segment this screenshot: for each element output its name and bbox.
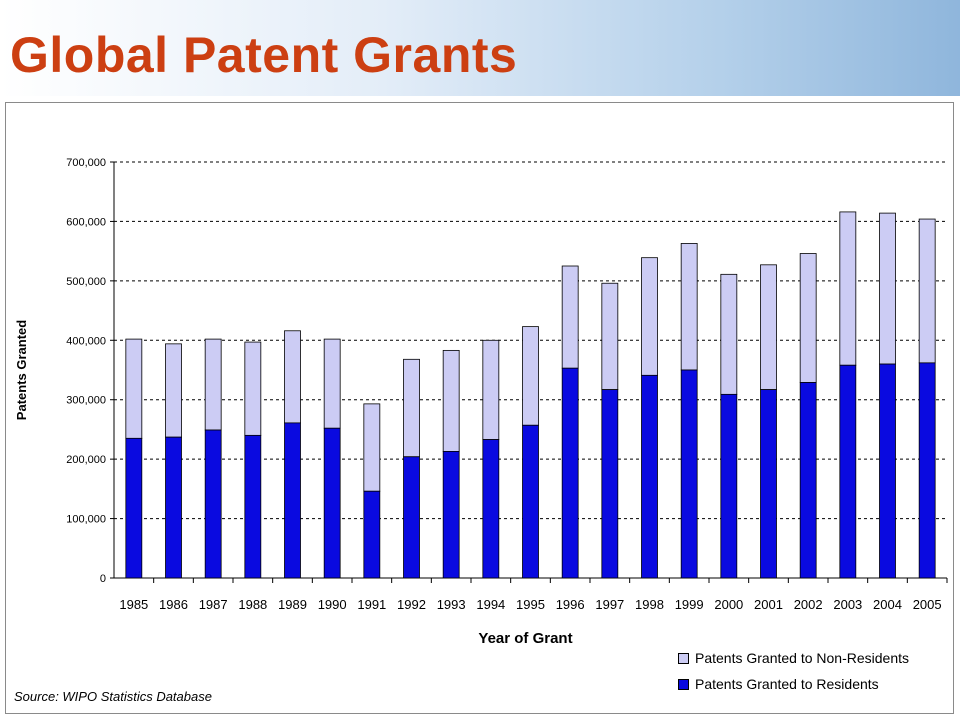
- x-axis-title: Year of Grant: [478, 630, 572, 647]
- x-tick-label: 1988: [238, 597, 267, 612]
- bar-residents: [720, 393, 738, 579]
- bar-residents: [522, 424, 539, 579]
- y-axis-title: Patents Granted: [14, 320, 29, 420]
- bar-residents: [323, 427, 341, 579]
- x-tick-label: 1985: [119, 597, 148, 612]
- x-tick-label: 1989: [278, 597, 307, 612]
- bar-residents: [403, 456, 420, 579]
- bar-non-residents: [482, 339, 500, 440]
- x-tick-label: 2000: [714, 597, 743, 612]
- bar-non-residents: [323, 338, 341, 429]
- x-tick-label: 1996: [556, 597, 585, 612]
- bar-non-residents: [284, 330, 301, 424]
- y-tick-label: 700,000: [66, 157, 106, 169]
- y-tick-label: 500,000: [66, 276, 106, 288]
- x-tick-label: 1994: [476, 597, 505, 612]
- bar-residents: [799, 382, 817, 579]
- x-tick-label: 1987: [199, 597, 228, 612]
- y-tick-label: 200,000: [66, 454, 106, 466]
- bar-residents: [363, 490, 381, 579]
- x-tick-label: 2003: [833, 597, 862, 612]
- x-tick-label: 1997: [595, 597, 624, 612]
- bar-residents: [918, 362, 936, 579]
- chart-frame: 0 100,000 200,000 300,000 400,000 500,000 600,…: [5, 102, 954, 714]
- x-tick-label: 1993: [437, 597, 466, 612]
- bar-non-residents: [799, 253, 817, 383]
- bar-non-residents: [522, 326, 539, 426]
- bar-residents: [125, 437, 143, 579]
- bar-residents: [760, 389, 777, 579]
- bar-non-residents: [601, 282, 619, 391]
- legend-swatch-residents: [678, 678, 689, 690]
- bar-non-residents: [839, 211, 857, 366]
- title-banner: Global Patent Grants: [0, 0, 960, 96]
- page-title: Global Patent Grants: [10, 27, 518, 83]
- bar-non-residents: [403, 358, 420, 458]
- bar-residents: [561, 367, 579, 579]
- bar-non-residents: [363, 403, 381, 492]
- bar-residents: [165, 436, 182, 579]
- bar-non-residents: [760, 264, 777, 391]
- bar-non-residents: [641, 257, 658, 376]
- legend-item-non-residents: Patents Granted to Non-Residents: [678, 648, 909, 668]
- bar-non-residents: [720, 273, 738, 395]
- x-tick-label: 1999: [675, 597, 704, 612]
- x-tick-label: 1995: [516, 597, 545, 612]
- chart-legend: Patents Granted to Non-Residents Patents…: [678, 648, 909, 700]
- x-tick-label: 1992: [397, 597, 426, 612]
- x-tick-label: 1986: [159, 597, 188, 612]
- bar-non-residents: [918, 218, 936, 364]
- bar-non-residents: [879, 212, 896, 365]
- bar-residents: [641, 374, 658, 579]
- bar-residents: [601, 389, 619, 579]
- legend-label-residents: Patents Granted to Residents: [695, 676, 879, 692]
- legend-swatch-non-residents: [678, 652, 689, 664]
- bar-residents: [879, 363, 896, 579]
- legend-item-residents: Patents Granted to Residents: [678, 674, 909, 694]
- bar-residents: [244, 434, 262, 579]
- bar-residents: [839, 364, 857, 579]
- bar-non-residents: [165, 343, 182, 438]
- bar-residents: [680, 369, 698, 579]
- x-tick-label: 2005: [913, 597, 942, 612]
- bar-non-residents: [561, 265, 579, 369]
- x-tick-label: 2002: [794, 597, 823, 612]
- bar-residents: [204, 429, 222, 579]
- x-tick-label: 2004: [873, 597, 902, 612]
- legend-label-non-residents: Patents Granted to Non-Residents: [695, 650, 910, 666]
- x-tick-label: 1991: [357, 597, 386, 612]
- bar-residents: [284, 422, 301, 579]
- bar-non-residents: [680, 243, 698, 371]
- bar-non-residents: [244, 341, 262, 436]
- bar-non-residents: [204, 338, 222, 431]
- patent-grants-chart: 0 100,000 200,000 300,000 400,000 500,000 600,…: [14, 157, 948, 647]
- x-tick-label: 2001: [754, 597, 783, 612]
- y-tick-label: 100,000: [66, 514, 106, 526]
- x-tick-label: 1990: [318, 597, 347, 612]
- bar-residents: [482, 439, 500, 579]
- bar-non-residents: [442, 349, 460, 452]
- y-tick-label: 400,000: [66, 335, 106, 347]
- x-tick-label: 1998: [635, 597, 664, 612]
- y-tick-label: 300,000: [66, 395, 106, 407]
- bar-non-residents: [125, 338, 143, 439]
- y-tick-label: 0: [100, 573, 106, 585]
- y-tick-label: 600,000: [66, 216, 106, 228]
- source-note: Source: WIPO Statistics Database: [14, 689, 212, 704]
- bar-residents: [442, 451, 460, 579]
